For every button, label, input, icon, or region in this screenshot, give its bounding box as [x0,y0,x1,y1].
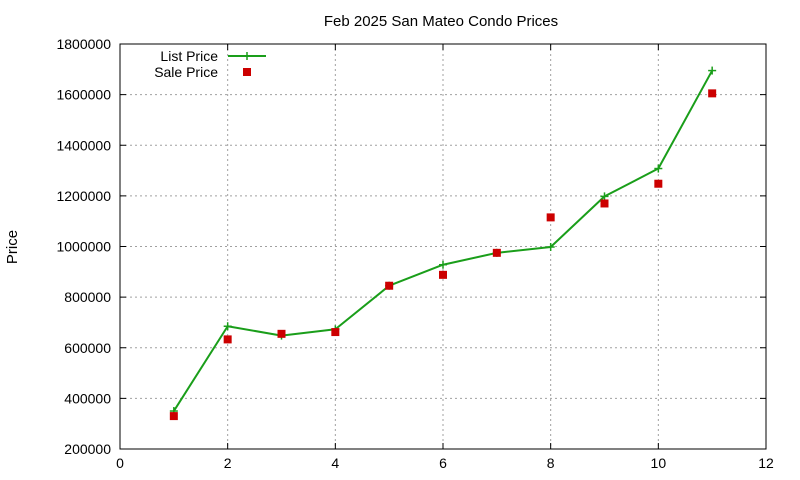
chart-title: Feb 2025 San Mateo Condo Prices [324,13,558,30]
x-tick-label: 8 [547,455,555,471]
sale-price-point [331,328,340,337]
y-tick-label: 800000 [64,289,111,305]
x-tick-label: 6 [439,455,447,471]
x-tick-label: 0 [116,455,124,471]
list-price-point [708,66,717,75]
axis-ticks: 0 2 4 6 8 10 12 200000 400000 600000 800000 1000000… [56,36,774,471]
sale-price-point [169,412,178,421]
y-tick-label: 400000 [64,390,111,406]
sale-price-point [439,270,447,279]
y-tick-label: 1800000 [56,36,111,52]
sale-price-point [492,248,501,257]
x-tick-label: 4 [331,455,339,471]
sale-price-point [708,89,717,98]
legend-label: List Price [160,48,218,64]
sale-price-point [654,179,663,188]
y-tick-label: 1600000 [56,87,111,103]
y-tick-label: 1200000 [56,188,111,204]
list-price-point [654,164,663,173]
y-tick-label: 200000 [64,441,111,457]
sale-price-point [277,329,286,338]
x-tick-label: 2 [224,455,232,471]
x-tick-label: 10 [651,455,667,471]
legend-square-swatch [243,68,251,76]
list-price-point [439,260,447,269]
list-price-point [600,192,609,201]
legend-plus-swatch [243,52,251,60]
sale-price-point [223,335,232,344]
sale-price-point [600,199,609,208]
plot-frame [119,43,767,450]
series [169,66,717,421]
y-tick-label: 600000 [64,340,111,356]
y-tick-label: 1400000 [56,137,111,153]
y-tick-label: 1000000 [56,239,111,255]
x-tick-label: 12 [758,455,774,471]
list-price-point [546,243,555,252]
sale-price-point [546,213,555,222]
list-price-point [223,322,232,331]
sale-price-point [385,281,394,290]
legend-label: Sale Price [154,64,218,80]
grid [120,44,766,449]
series-sale-price [169,89,717,421]
y-axis-label: Price [4,230,21,264]
